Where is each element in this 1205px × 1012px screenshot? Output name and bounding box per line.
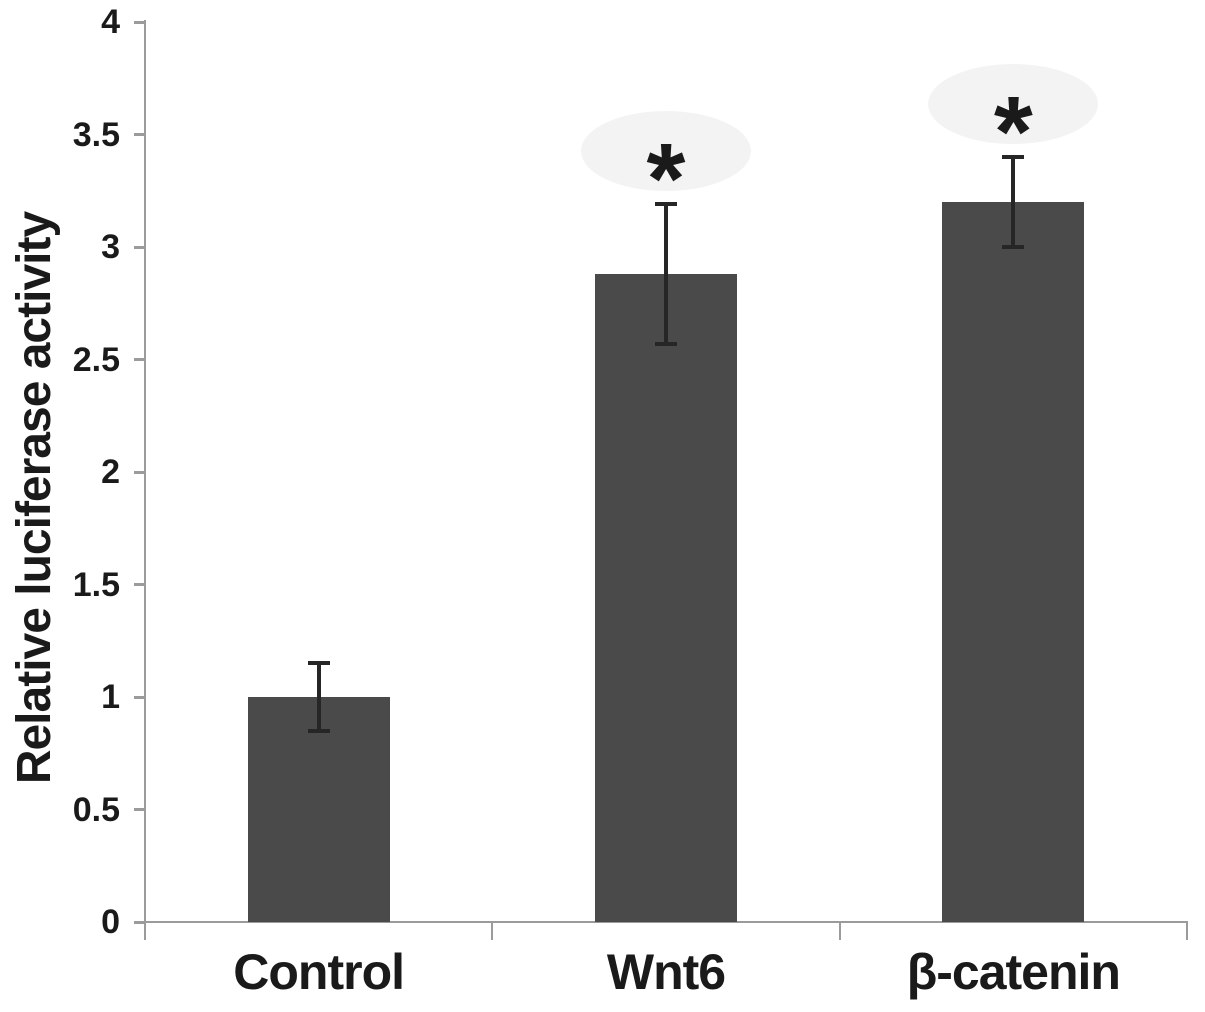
- error-bar-line: [1011, 157, 1016, 247]
- y-tick-mark: [134, 358, 145, 361]
- y-tick-mark: [134, 20, 145, 24]
- error-bar-line: [316, 663, 321, 731]
- error-bar-cap-bottom: [655, 341, 677, 346]
- x-tick-label: Wnt6: [606, 944, 726, 1000]
- error-bar-line: [664, 204, 668, 344]
- y-tick-mark: [134, 133, 145, 136]
- y-tick-label: 2: [101, 453, 120, 491]
- error-bar-cap-top: [1002, 155, 1025, 159]
- significance-asterisk: *: [993, 76, 1033, 188]
- y-tick-label: 2.5: [72, 340, 120, 379]
- y-tick-mark: [134, 808, 145, 811]
- y-tick-label: 1.5: [72, 565, 120, 604]
- error-bar-cap-bottom: [1002, 245, 1025, 249]
- y-tick-mark: [134, 245, 145, 249]
- y-tick-mark: [134, 695, 145, 699]
- x-tick-label: Control: [233, 944, 405, 1000]
- y-axis-line: [144, 20, 146, 940]
- x-tick-mark: [144, 922, 146, 940]
- x-axis-line: [144, 921, 1188, 923]
- y-tick-mark: [134, 583, 145, 586]
- significance-highlight: [928, 64, 1099, 144]
- x-tick-label: β-catenin: [906, 944, 1121, 1000]
- significance-asterisk: *: [646, 123, 686, 236]
- bar: [595, 274, 737, 922]
- significance-highlight: [581, 111, 751, 192]
- bar: [942, 202, 1085, 922]
- error-bar-cap-bottom: [307, 728, 330, 733]
- y-tick-label: 3.5: [72, 115, 120, 154]
- y-tick-mark: [134, 920, 145, 924]
- x-tick-mark: [838, 922, 841, 940]
- y-tick-label: 4: [101, 3, 120, 41]
- bar: [247, 697, 390, 922]
- x-tick-mark: [1186, 922, 1188, 940]
- x-tick-mark: [491, 922, 494, 940]
- y-tick-label: 1: [101, 678, 120, 716]
- y-tick-mark: [134, 470, 145, 474]
- y-tick-label: 3: [101, 228, 120, 266]
- error-bar-cap-top: [307, 661, 330, 666]
- y-tick-label: 0.5: [72, 790, 120, 829]
- error-bar-cap-top: [655, 202, 677, 207]
- y-tick-label: 0: [101, 903, 120, 941]
